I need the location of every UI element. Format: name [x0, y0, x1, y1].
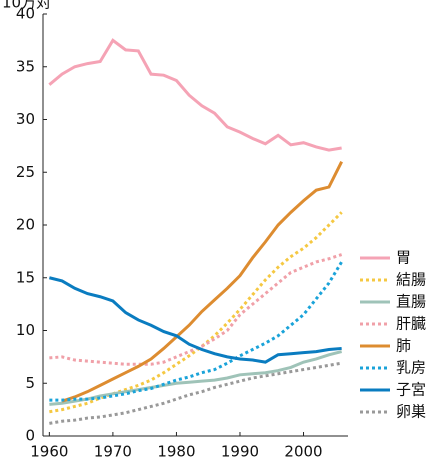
x-tick-label: 1980 [157, 443, 195, 461]
y-tick-label: 35 [16, 57, 35, 75]
legend-label: 結腸 [396, 271, 426, 289]
series-line [48, 38, 342, 152]
legend-label: 胃 [396, 249, 411, 267]
y-tick-label: 20 [16, 216, 35, 234]
series-line [49, 261, 343, 402]
x-tick-label: 2000 [284, 443, 322, 461]
legend-label: 肺 [396, 337, 411, 355]
y-tick-label: 30 [16, 110, 35, 128]
x-tick-label: 1960 [30, 443, 68, 461]
y-tick-label: 25 [16, 163, 35, 181]
chart-title: 10万対 [2, 0, 51, 12]
y-tick-label: 5 [25, 374, 35, 392]
x-tick-label: 1990 [221, 443, 259, 461]
legend-label: 卵巣 [396, 403, 426, 421]
y-tick-label: 10 [16, 321, 35, 339]
y-tick-label: 15 [16, 268, 35, 286]
series-line [49, 253, 343, 366]
legend-label: 子宮 [396, 381, 426, 399]
series-line [61, 161, 343, 403]
legend-label: 直腸 [396, 293, 426, 311]
series-line [48, 276, 342, 364]
series-line [49, 350, 343, 406]
x-tick-label: 1970 [94, 443, 132, 461]
series-line [49, 361, 342, 425]
legend-label: 肝臓 [396, 315, 426, 333]
y-tick-label: 0 [25, 427, 35, 445]
y-tick-label: 40 [16, 5, 35, 23]
legend-label: 乳房 [396, 359, 426, 377]
